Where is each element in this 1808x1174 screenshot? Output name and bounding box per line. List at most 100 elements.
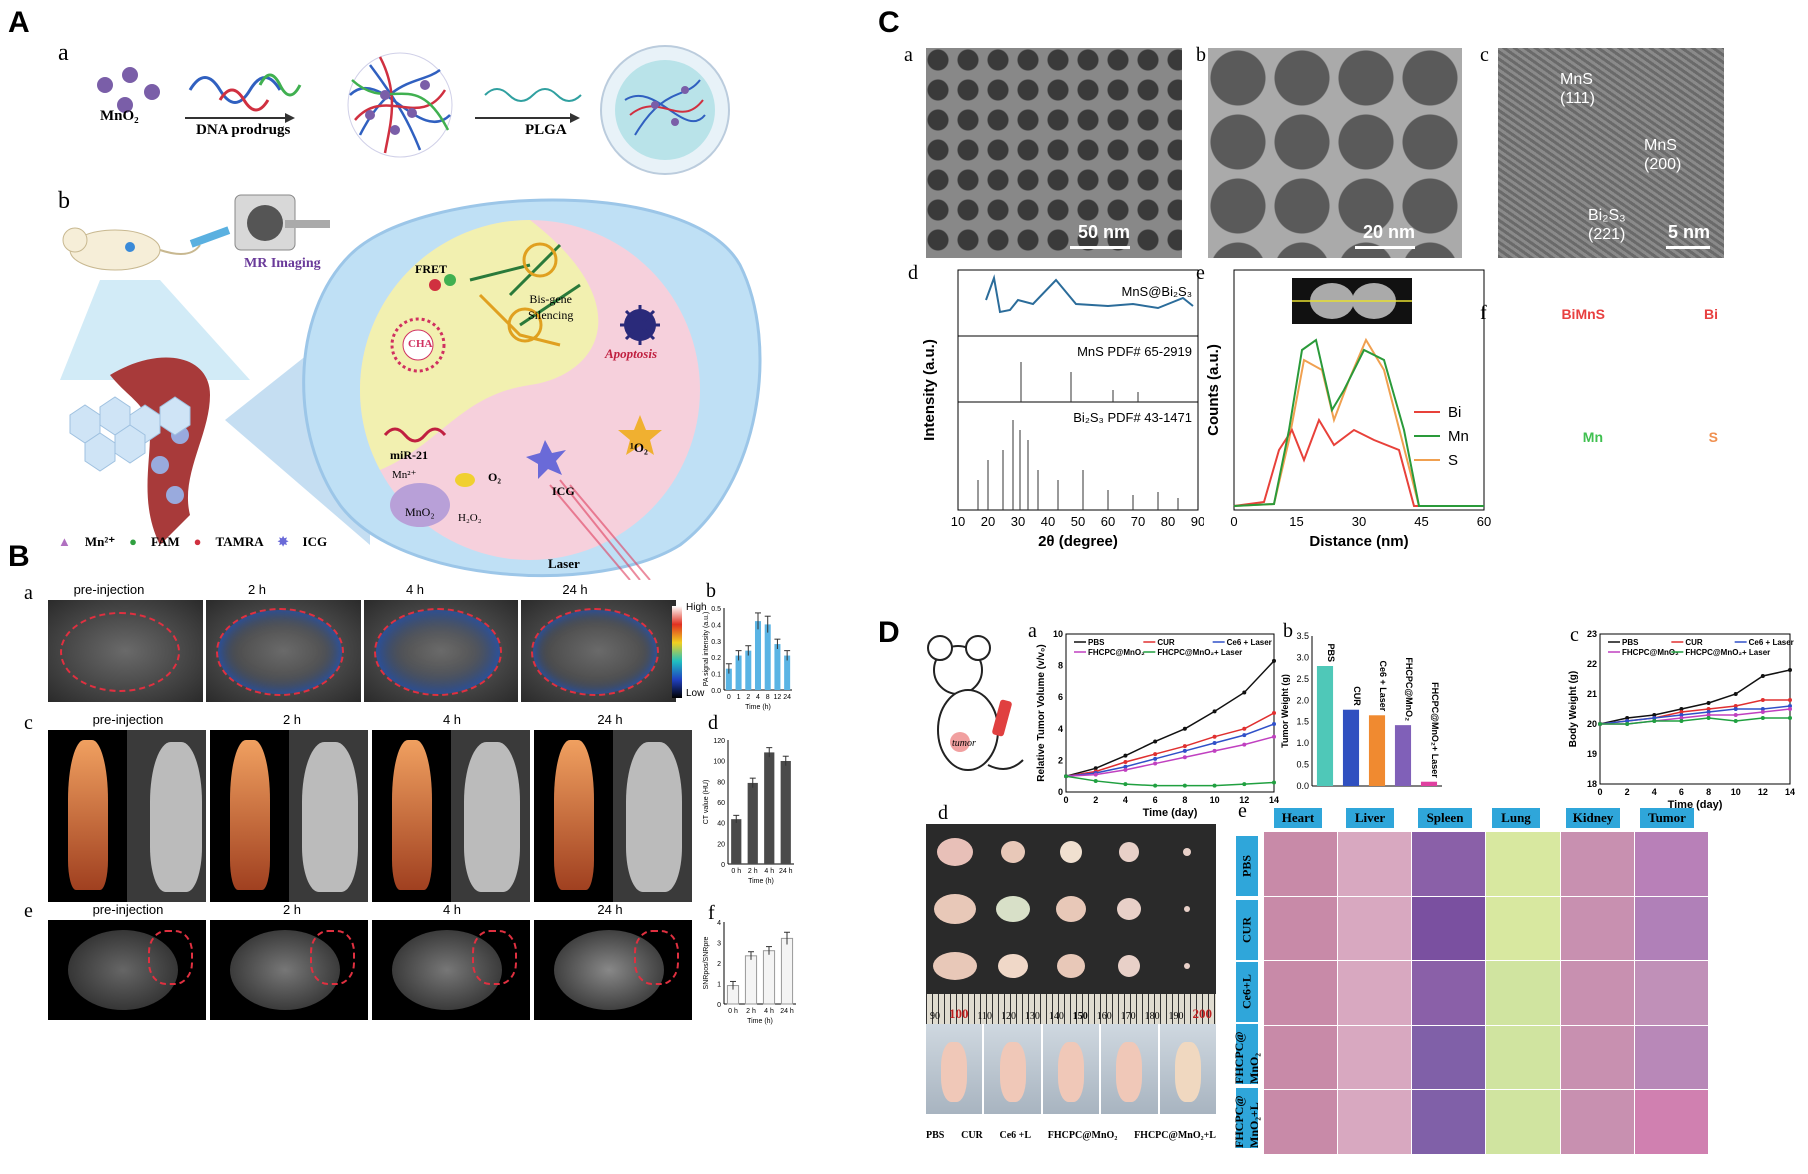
eds-maps: BiMnS 10 nm Bi 10 nm Mn 10 nm S 10 nm xyxy=(1498,302,1724,544)
data-point xyxy=(1212,709,1217,714)
map-label-s: S xyxy=(1708,429,1718,445)
data-point xyxy=(1652,713,1657,717)
y-tick-label: 0 xyxy=(1058,787,1063,797)
ruler-3: 120 xyxy=(1000,1011,1016,1022)
legend-label: FHCPC@MnO₂ xyxy=(1088,648,1145,657)
laser-label: Laser xyxy=(548,556,580,571)
legend-label: S xyxy=(1448,452,1458,469)
data-point xyxy=(1706,713,1711,717)
time-label-c-2: 4 h xyxy=(442,712,462,727)
y-tick-label: 19 xyxy=(1587,749,1597,759)
ct-images xyxy=(48,730,692,902)
bar xyxy=(774,644,781,690)
ruler-6: 150 xyxy=(1072,1011,1088,1022)
sub-label-c-b: b xyxy=(1196,44,1206,66)
data-point xyxy=(1788,707,1792,711)
sub-label-d-c: c xyxy=(1570,624,1579,646)
x-axis-label: Time (day) xyxy=(1143,807,1198,819)
x-tick-label: 2 xyxy=(1093,795,1098,805)
series-line xyxy=(1065,775,1275,787)
data-point xyxy=(1760,698,1765,702)
series-line xyxy=(1065,660,1275,777)
sub-label-b-a: a xyxy=(24,582,33,604)
bar-label: CUR xyxy=(1352,686,1362,706)
series-line xyxy=(1065,735,1275,777)
data-point xyxy=(1153,739,1158,744)
data-point xyxy=(1272,722,1276,727)
data-point xyxy=(1760,707,1765,711)
x-tick-label: 60 xyxy=(1477,514,1491,529)
legend-label: PBS xyxy=(1622,638,1639,647)
time-label-a-0: pre-injection xyxy=(73,582,145,597)
data-point xyxy=(1733,719,1738,723)
x-tick-label: 2 xyxy=(1625,787,1630,797)
bar xyxy=(725,668,732,690)
sub-label-a-a: a xyxy=(58,40,69,66)
y-tick-label: 0.5 xyxy=(1296,760,1309,770)
bar xyxy=(745,650,752,690)
colorbar-low-label: Low xyxy=(686,688,705,699)
legend-label: Bi xyxy=(1448,404,1461,421)
bar xyxy=(762,950,776,1005)
ruler-9: 180 xyxy=(1144,1011,1160,1022)
ct-image-1 xyxy=(210,730,368,902)
map-scale-1: 10 nm xyxy=(1680,396,1718,411)
time-label-a-2: 4 h xyxy=(405,582,425,597)
y-axis-label: Counts (a.u.) xyxy=(1205,344,1222,436)
cell-illustration xyxy=(60,194,762,580)
map-scale-3: 10 nm xyxy=(1680,519,1718,534)
x-tick-label: 0 h xyxy=(728,1008,738,1015)
y-tick-label: 4 xyxy=(717,920,721,927)
chart-ct-value: 0 20 40 60 80 100 120 0 h 2 h 4 h 24 h Time (h) CT v… xyxy=(703,738,794,885)
data-point xyxy=(1788,716,1792,720)
line-s xyxy=(1233,337,1484,507)
data-point xyxy=(1242,733,1247,738)
bar xyxy=(784,655,791,690)
map-bimns: BiMnS 10 nm xyxy=(1498,302,1609,421)
y-tick-label: 3.5 xyxy=(1296,631,1309,641)
bis-gene-label: Bis-gene Silencing xyxy=(528,292,574,322)
ultrasound-images xyxy=(48,600,676,702)
bar xyxy=(1316,666,1334,786)
panel-c: C a 50 nm b 20 nm c MnS (111) MnS (200) … xyxy=(878,0,1808,560)
x-tick-label: 4 xyxy=(1123,795,1128,805)
data-point xyxy=(1788,704,1792,708)
y-axis-label: Intensity (a.u.) xyxy=(921,339,938,441)
bar-label: Ce6 + Laser xyxy=(1378,660,1388,711)
bar xyxy=(764,624,771,690)
data-point xyxy=(1123,764,1128,769)
y-axis-label: PA signal intensity (a.u.) xyxy=(703,612,710,687)
organ-tumor: Tumor xyxy=(1640,808,1694,828)
bar xyxy=(1342,709,1360,786)
icg-label: ICG xyxy=(552,484,575,498)
bar xyxy=(735,655,742,690)
bar xyxy=(754,621,762,690)
hrtem-label-2: Bi₂S₃ (221) xyxy=(1588,207,1626,244)
dna-prodrugs-label: DNA prodrugs xyxy=(196,122,291,138)
chart-line-scan: Bi Mn S 0 15 30 45 60 Distance (nm) Counts (a.u.) xyxy=(1205,269,1491,550)
photo-group-2: Ce6 +L xyxy=(999,1130,1032,1141)
data-point xyxy=(1242,742,1247,747)
series-line xyxy=(1599,705,1791,725)
data-point xyxy=(1212,734,1217,739)
data-point xyxy=(1272,780,1276,785)
x-tick-label: 8 xyxy=(1706,787,1711,797)
y-tick-label: 100 xyxy=(713,759,725,766)
panel-b: B a pre-injection 2 h 4 h 24 h High Low … xyxy=(0,540,796,1174)
y-tick-label: 1.5 xyxy=(1296,717,1309,727)
x-tick-label: 80 xyxy=(1161,514,1175,529)
y-tick-label: 18 xyxy=(1587,779,1597,789)
organ-kidney: Kidney xyxy=(1566,808,1620,828)
legend-label: FHCPC@MnO₂+ Laser xyxy=(1685,648,1770,657)
data-point xyxy=(1212,783,1217,788)
hrtem-label-1: MnS (200) xyxy=(1644,137,1682,174)
data-point xyxy=(1706,701,1711,705)
sub-label-b-c: c xyxy=(24,712,33,734)
mir21-label: miR-21 xyxy=(390,448,428,462)
cha-label: CHA xyxy=(408,338,433,350)
time-label-c-0: pre-injection xyxy=(92,712,164,727)
y-tick-label: 4 xyxy=(1058,724,1063,734)
x-tick-label: 24 h xyxy=(779,868,793,875)
panel-label-d: D xyxy=(878,616,900,649)
